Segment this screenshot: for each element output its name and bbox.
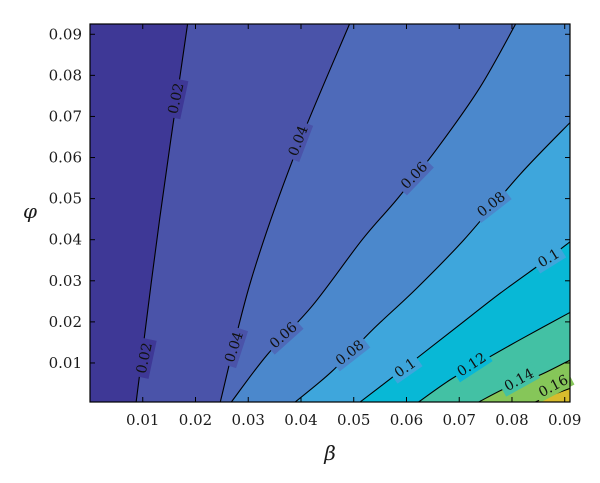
contour-label-bg xyxy=(530,242,567,274)
y-tick-label: 0.05 xyxy=(49,190,82,208)
plot-frame xyxy=(89,23,571,403)
y-tick-label: 0.04 xyxy=(49,231,82,249)
x-tick-label: 0.05 xyxy=(337,411,370,429)
x-axis-label: β xyxy=(323,441,336,465)
y-tick-label: 0.09 xyxy=(49,25,82,43)
contour-label-bg xyxy=(497,362,541,397)
contour-labels: 0.020.020.040.040.060.060.080.080.10.10.… xyxy=(130,77,575,403)
contour-regions xyxy=(90,24,570,402)
y-tick-label: 0.06 xyxy=(49,149,82,167)
x-axis-ticks: 0.01 0.02 0.03 0.04 0.05 0.06 0.07 0.08 0.09 xyxy=(126,24,581,429)
contour-label: 0.02 xyxy=(162,77,189,120)
contour-label-bg xyxy=(218,325,249,369)
x-tick-label: 0.03 xyxy=(232,411,265,429)
contour-label-bg xyxy=(282,119,314,163)
contour-label-bg xyxy=(162,77,189,120)
contour-label-bg xyxy=(531,368,575,403)
y-tick-label: 0.08 xyxy=(49,66,82,84)
contour-label-bg xyxy=(470,184,512,224)
x-tick-label: 0.07 xyxy=(443,411,476,429)
x-tick-label: 0.06 xyxy=(390,411,423,429)
y-axis-label: φ xyxy=(23,199,37,223)
x-tick-label: 0.09 xyxy=(548,411,581,429)
y-tick-label: 0.03 xyxy=(49,272,82,290)
contour-label: 0.02 xyxy=(130,337,157,379)
contour-label-bg xyxy=(262,315,304,355)
contour-label-bg xyxy=(130,337,157,379)
contour-label-bg xyxy=(328,333,371,372)
x-tick-label: 0.04 xyxy=(284,411,317,429)
y-tick-label: 0.07 xyxy=(49,107,82,125)
x-tick-label: 0.01 xyxy=(126,411,159,429)
y-axis-ticks: 0.01 0.02 0.03 0.04 0.05 0.06 0.07 0.08 0.09 xyxy=(49,25,570,372)
x-tick-label: 0.02 xyxy=(179,411,212,429)
x-tick-label: 0.08 xyxy=(495,411,528,429)
contour-label-text: 0.02 xyxy=(165,82,187,116)
contour-label-text: 0.02 xyxy=(134,341,156,375)
contour-label-bg xyxy=(450,346,493,383)
contour-line-0.08 xyxy=(294,122,570,402)
contour-label-bg xyxy=(387,351,423,384)
contour-label-bg xyxy=(393,154,434,196)
y-tick-label: 0.01 xyxy=(49,354,82,372)
y-tick-label: 0.02 xyxy=(49,313,82,331)
